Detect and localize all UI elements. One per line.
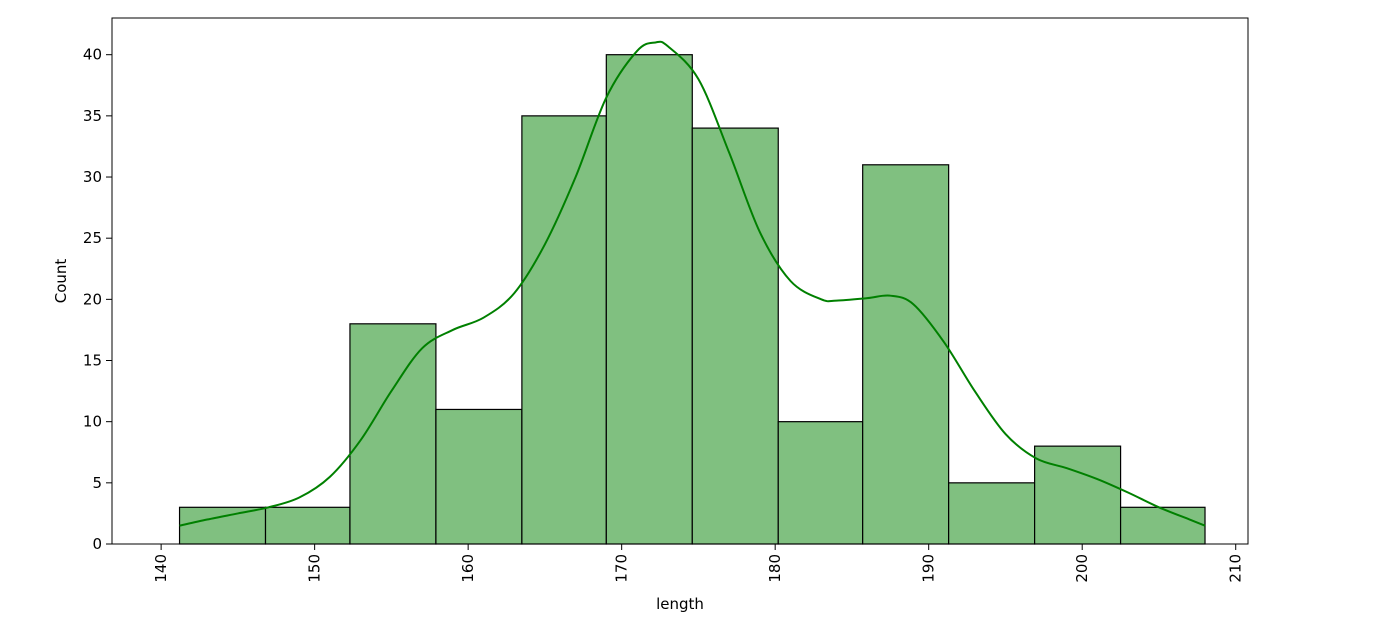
histogram-bar (605, 54, 693, 545)
histogram-bar (349, 323, 437, 545)
y-tick-label: 30 (83, 168, 102, 186)
x-tick-label: 170 (613, 554, 631, 583)
histogram-bar (178, 506, 267, 545)
x-tick-label: 180 (766, 554, 784, 583)
y-tick-label: 5 (92, 474, 102, 492)
y-tick-label: 20 (83, 290, 102, 308)
histogram-bar (1034, 445, 1122, 545)
histogram-bar (691, 127, 779, 545)
histogram-bar (777, 421, 864, 545)
x-tick-label: 150 (306, 554, 324, 583)
histogram-bars (178, 54, 1206, 545)
x-tick-label: 140 (152, 554, 170, 583)
plot-frame (111, 17, 1249, 545)
kde-curve (179, 40, 1206, 527)
x-axis: 140 150 160 170 180 190 200 210 (152, 544, 1245, 583)
y-axis-title: Count (52, 259, 70, 304)
histogram-bar (264, 506, 351, 545)
histogram-bar (862, 164, 950, 545)
x-tick-label: 210 (1227, 554, 1245, 583)
y-tick-label: 0 (92, 535, 102, 553)
y-tick-label: 35 (83, 107, 102, 125)
x-axis-title: length (656, 595, 704, 613)
histogram-bar (435, 408, 523, 545)
histogram-bar (1119, 506, 1206, 545)
y-tick-label: 10 (83, 413, 102, 431)
y-tick-label: 15 (83, 352, 102, 370)
x-tick-label: 190 (920, 554, 938, 583)
y-axis: 0 5 10 15 20 25 30 35 40 (83, 46, 112, 553)
y-tick-label: 25 (83, 229, 102, 247)
y-tick-label: 40 (83, 46, 102, 64)
histogram-bar (521, 115, 607, 545)
x-tick-label: 200 (1073, 554, 1091, 583)
histogram-bar (948, 482, 1036, 545)
x-tick-label: 160 (459, 554, 477, 583)
